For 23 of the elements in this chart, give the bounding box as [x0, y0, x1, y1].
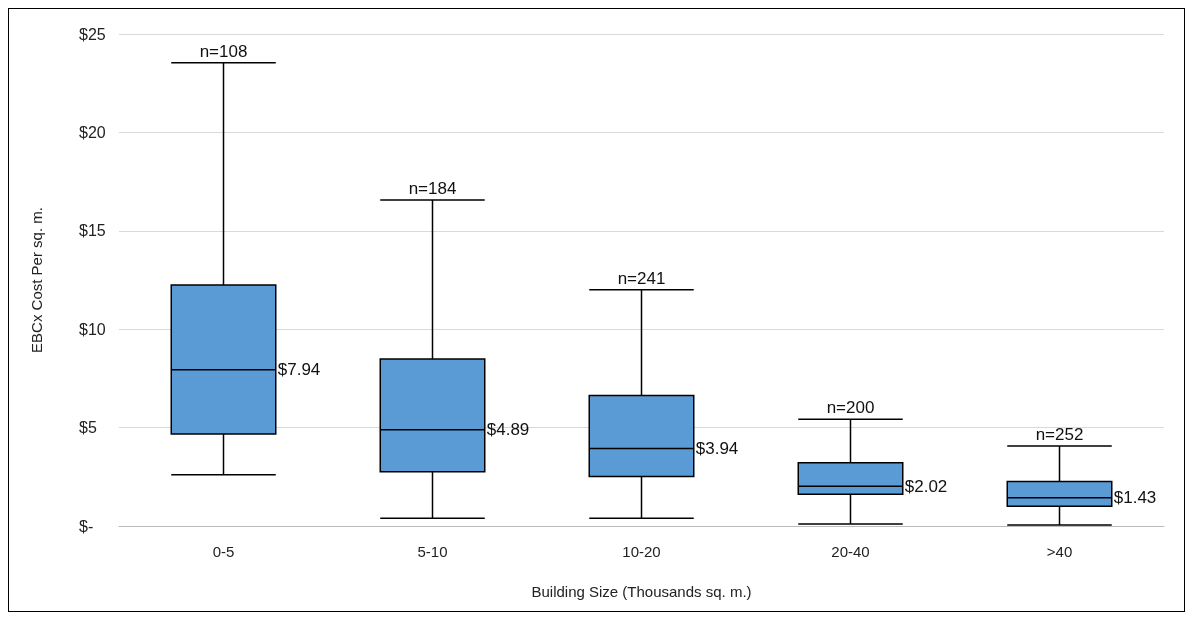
annotation: n=200	[826, 398, 875, 418]
y-axis-title: EBCx Cost Per sq. m.	[28, 207, 45, 353]
y-tick-label: $20	[79, 123, 106, 141]
text: $3.94	[695, 438, 739, 458]
annotation: n=184	[408, 178, 457, 198]
text: $2.02	[904, 476, 948, 496]
annotation: n=241	[617, 268, 666, 288]
annotation: n=252	[1035, 424, 1084, 444]
x-tick-label: 20-40	[831, 543, 870, 560]
text: $4.89	[486, 420, 530, 440]
y-tick-label: $15	[79, 222, 106, 240]
text: $7.94	[277, 360, 321, 380]
x-axis-title: Building Size (Thousands sq. m.)	[531, 583, 752, 600]
x-tick-label: >40	[1046, 543, 1073, 560]
y-tick-label: $-	[79, 517, 94, 535]
text: $1.43	[1113, 488, 1157, 508]
x-tick-label: 10-20	[622, 543, 661, 560]
y-tick-label: $5	[79, 419, 97, 437]
y-tick-label: $25	[79, 25, 106, 43]
annotation: n=108	[199, 41, 248, 61]
x-tick-label: 5-10	[417, 543, 448, 560]
y-tick-label: $10	[79, 320, 106, 338]
x-tick-label: 0-5	[212, 543, 235, 560]
